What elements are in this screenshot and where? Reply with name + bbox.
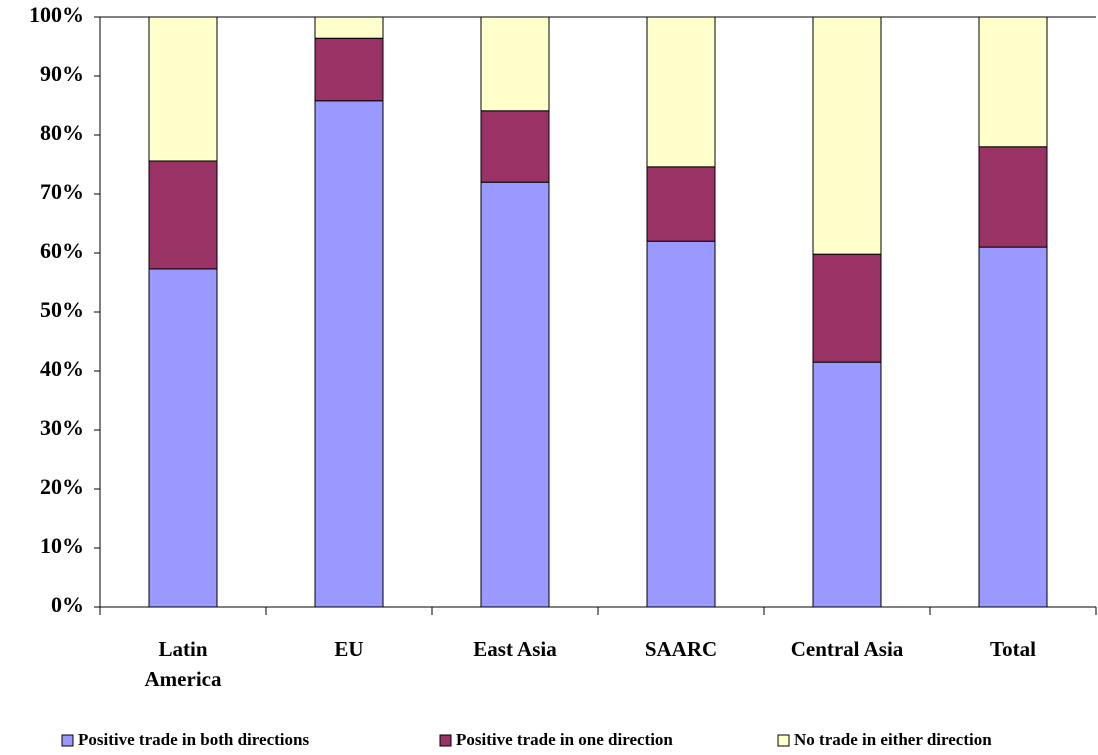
bar-segment (148, 268, 218, 608)
bar-segment (812, 16, 882, 255)
x-tick-label: Central Asia (790, 637, 904, 661)
y-tick-label: 50% (40, 297, 84, 322)
bar-segment (480, 181, 550, 608)
bar-segment (646, 16, 716, 168)
x-tick-label: East Asia (473, 637, 557, 661)
y-tick-label: 80% (40, 120, 84, 145)
bar-segment (148, 160, 218, 270)
bar-segment (646, 240, 716, 608)
bar-segment (812, 253, 882, 363)
bar-segment (314, 100, 384, 608)
x-tick-label: SAARC (644, 637, 718, 661)
y-tick-label: 40% (40, 356, 84, 381)
bar-segment (314, 16, 384, 39)
y-tick-label: 10% (40, 533, 84, 558)
bar-segment (646, 166, 716, 242)
y-tick-label: 0% (51, 592, 84, 617)
legend-swatch (61, 734, 74, 747)
x-tick-label: EU (334, 637, 364, 661)
x-tick-label: Total (990, 637, 1036, 661)
bar-segment (480, 110, 550, 183)
bar-segment (148, 16, 218, 162)
y-tick-label: 70% (40, 179, 84, 204)
bar-segment (812, 361, 882, 608)
bar-segment (978, 246, 1048, 608)
bar-segment (314, 37, 384, 102)
y-tick-label: 20% (40, 474, 84, 499)
y-tick-label: 100% (29, 2, 84, 27)
bar-segment (480, 16, 550, 112)
y-tick-label: 30% (40, 415, 84, 440)
y-tick-label: 90% (40, 61, 84, 86)
y-tick-label: 60% (40, 238, 84, 263)
legend-label: Positive trade in both directions (78, 730, 309, 749)
legend-swatch (777, 734, 790, 747)
legend-label: Positive trade in one direction (456, 730, 673, 749)
bar-segment (978, 16, 1048, 148)
bar-segment (978, 146, 1048, 248)
x-tick-label: Latin America (144, 637, 222, 691)
legend-swatch (439, 734, 452, 747)
legend-label: No trade in either direction (794, 730, 992, 749)
